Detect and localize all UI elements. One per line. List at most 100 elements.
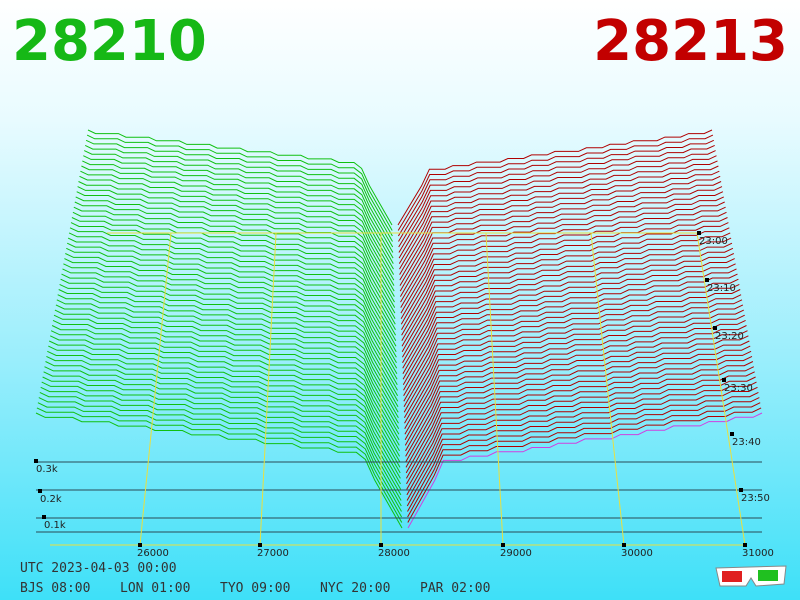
bid-depth-line [57, 294, 399, 402]
tick-marker [34, 459, 38, 463]
bid-depth-line [46, 355, 401, 468]
ask-depth-line [397, 134, 714, 231]
clock: LON 01:00 [120, 581, 190, 596]
ask-depth-line [403, 283, 740, 391]
bid-depth-line [78, 181, 395, 281]
ask-depth-line [407, 402, 761, 518]
bid-depth-line [35, 412, 403, 529]
ask-depth-line [403, 309, 745, 419]
tick-marker [501, 543, 505, 547]
bid-depth-line [66, 247, 397, 352]
ask-depth-line [401, 237, 732, 341]
bid-depth-line [39, 391, 402, 507]
bid-depth-line [86, 134, 393, 231]
bid-depth-line [62, 268, 398, 374]
time-tick-label: 23:50 [741, 493, 770, 504]
price-tick-label: 29000 [500, 548, 532, 559]
bid-depth-line [41, 381, 402, 496]
price-tick-label: 28000 [378, 548, 410, 559]
ask-depth-line [407, 412, 763, 529]
ask-depth-line [405, 350, 752, 463]
tick-marker [713, 326, 717, 330]
price-tick-label: 30000 [621, 548, 653, 559]
bid-depth-line [44, 366, 401, 479]
bid-depth-line [47, 350, 401, 463]
bid-depth-line [79, 175, 395, 275]
ask-depth-line [407, 397, 760, 512]
time-tick-label: 23:10 [707, 283, 736, 294]
ask-depth-line [400, 206, 726, 308]
price-grid-line [485, 232, 504, 546]
ask-depth-line [406, 376, 756, 490]
bid-depth-line [65, 253, 397, 358]
ask-depth-line [402, 278, 739, 386]
bid-depth-line [56, 299, 399, 408]
bid-depth-line [43, 371, 401, 485]
time-tick-label: 23:30 [724, 383, 753, 394]
bid-depth-line [83, 150, 394, 248]
ask-depth-line [398, 150, 716, 248]
bid-depth-line [72, 211, 396, 314]
ask-depth-line [404, 325, 747, 435]
bid-depth-line [54, 309, 399, 419]
ask-depth-line [398, 165, 719, 264]
ask-depth-line [404, 319, 746, 430]
depth-surface [35, 129, 763, 529]
price-grid-line [696, 232, 746, 546]
bid-depth-line [87, 129, 393, 226]
bid-depth-line [58, 289, 399, 397]
price-grid-line [590, 232, 625, 546]
ask-depth-line [405, 345, 751, 457]
bid-depth-line [69, 227, 396, 330]
depth-tick-label: 0.2k [40, 494, 62, 505]
clock: BJS 08:00 [20, 581, 90, 596]
ask-depth-line [398, 155, 717, 253]
bid-depth-line [45, 361, 401, 474]
bid-depth-line [38, 397, 402, 512]
bid-depth-line [48, 345, 401, 457]
ask-depth-line [401, 242, 733, 347]
bid-depth-line [63, 263, 398, 369]
bid-depth-line [61, 273, 398, 380]
tick-marker [38, 489, 42, 493]
ask-depth-line [407, 407, 762, 523]
ask-depth-line [397, 129, 713, 226]
ask-depth-line [406, 381, 757, 496]
price-tick-label: 26000 [137, 548, 169, 559]
ask-depth-line [406, 391, 759, 507]
bid-depth-line [66, 242, 397, 347]
bid-depth-line [74, 201, 395, 303]
ask-depth-line [402, 268, 737, 374]
ask-depth-line [399, 175, 721, 275]
ask-depth-line [405, 355, 753, 468]
time-tick-label: 23:00 [699, 236, 728, 247]
bid-depth-line [37, 402, 403, 518]
ask-depth-line [405, 361, 754, 474]
tick-marker [705, 278, 709, 282]
tick-marker [722, 378, 726, 382]
clock: TYO 09:00 [220, 581, 290, 596]
bid-depth-line [68, 232, 397, 336]
ask-depth-line [403, 289, 741, 397]
time-tick-label: 23:40 [732, 437, 761, 448]
depth-tick-label: 0.1k [44, 520, 66, 531]
bid-depth-line [60, 278, 398, 386]
price-grid-line [139, 232, 172, 546]
bid-depth-line [36, 407, 403, 523]
bid-depth-line [67, 237, 397, 341]
price-tick-label: 31000 [742, 548, 774, 559]
bid-depth-line [85, 139, 393, 237]
bid-depth-line [52, 319, 400, 430]
ask-depth-line [401, 247, 734, 352]
ask-depth-line [402, 263, 736, 369]
bid-depth-line [82, 160, 394, 259]
ask-depth-line [403, 299, 743, 408]
ask-depth-line [404, 330, 748, 441]
ask-depth-line [401, 227, 730, 330]
ask-depth-line [400, 211, 727, 314]
ask-depth-line [402, 258, 735, 363]
ask-depth-line [401, 232, 731, 336]
ask-depth-line [397, 139, 715, 237]
tick-marker [743, 543, 747, 547]
